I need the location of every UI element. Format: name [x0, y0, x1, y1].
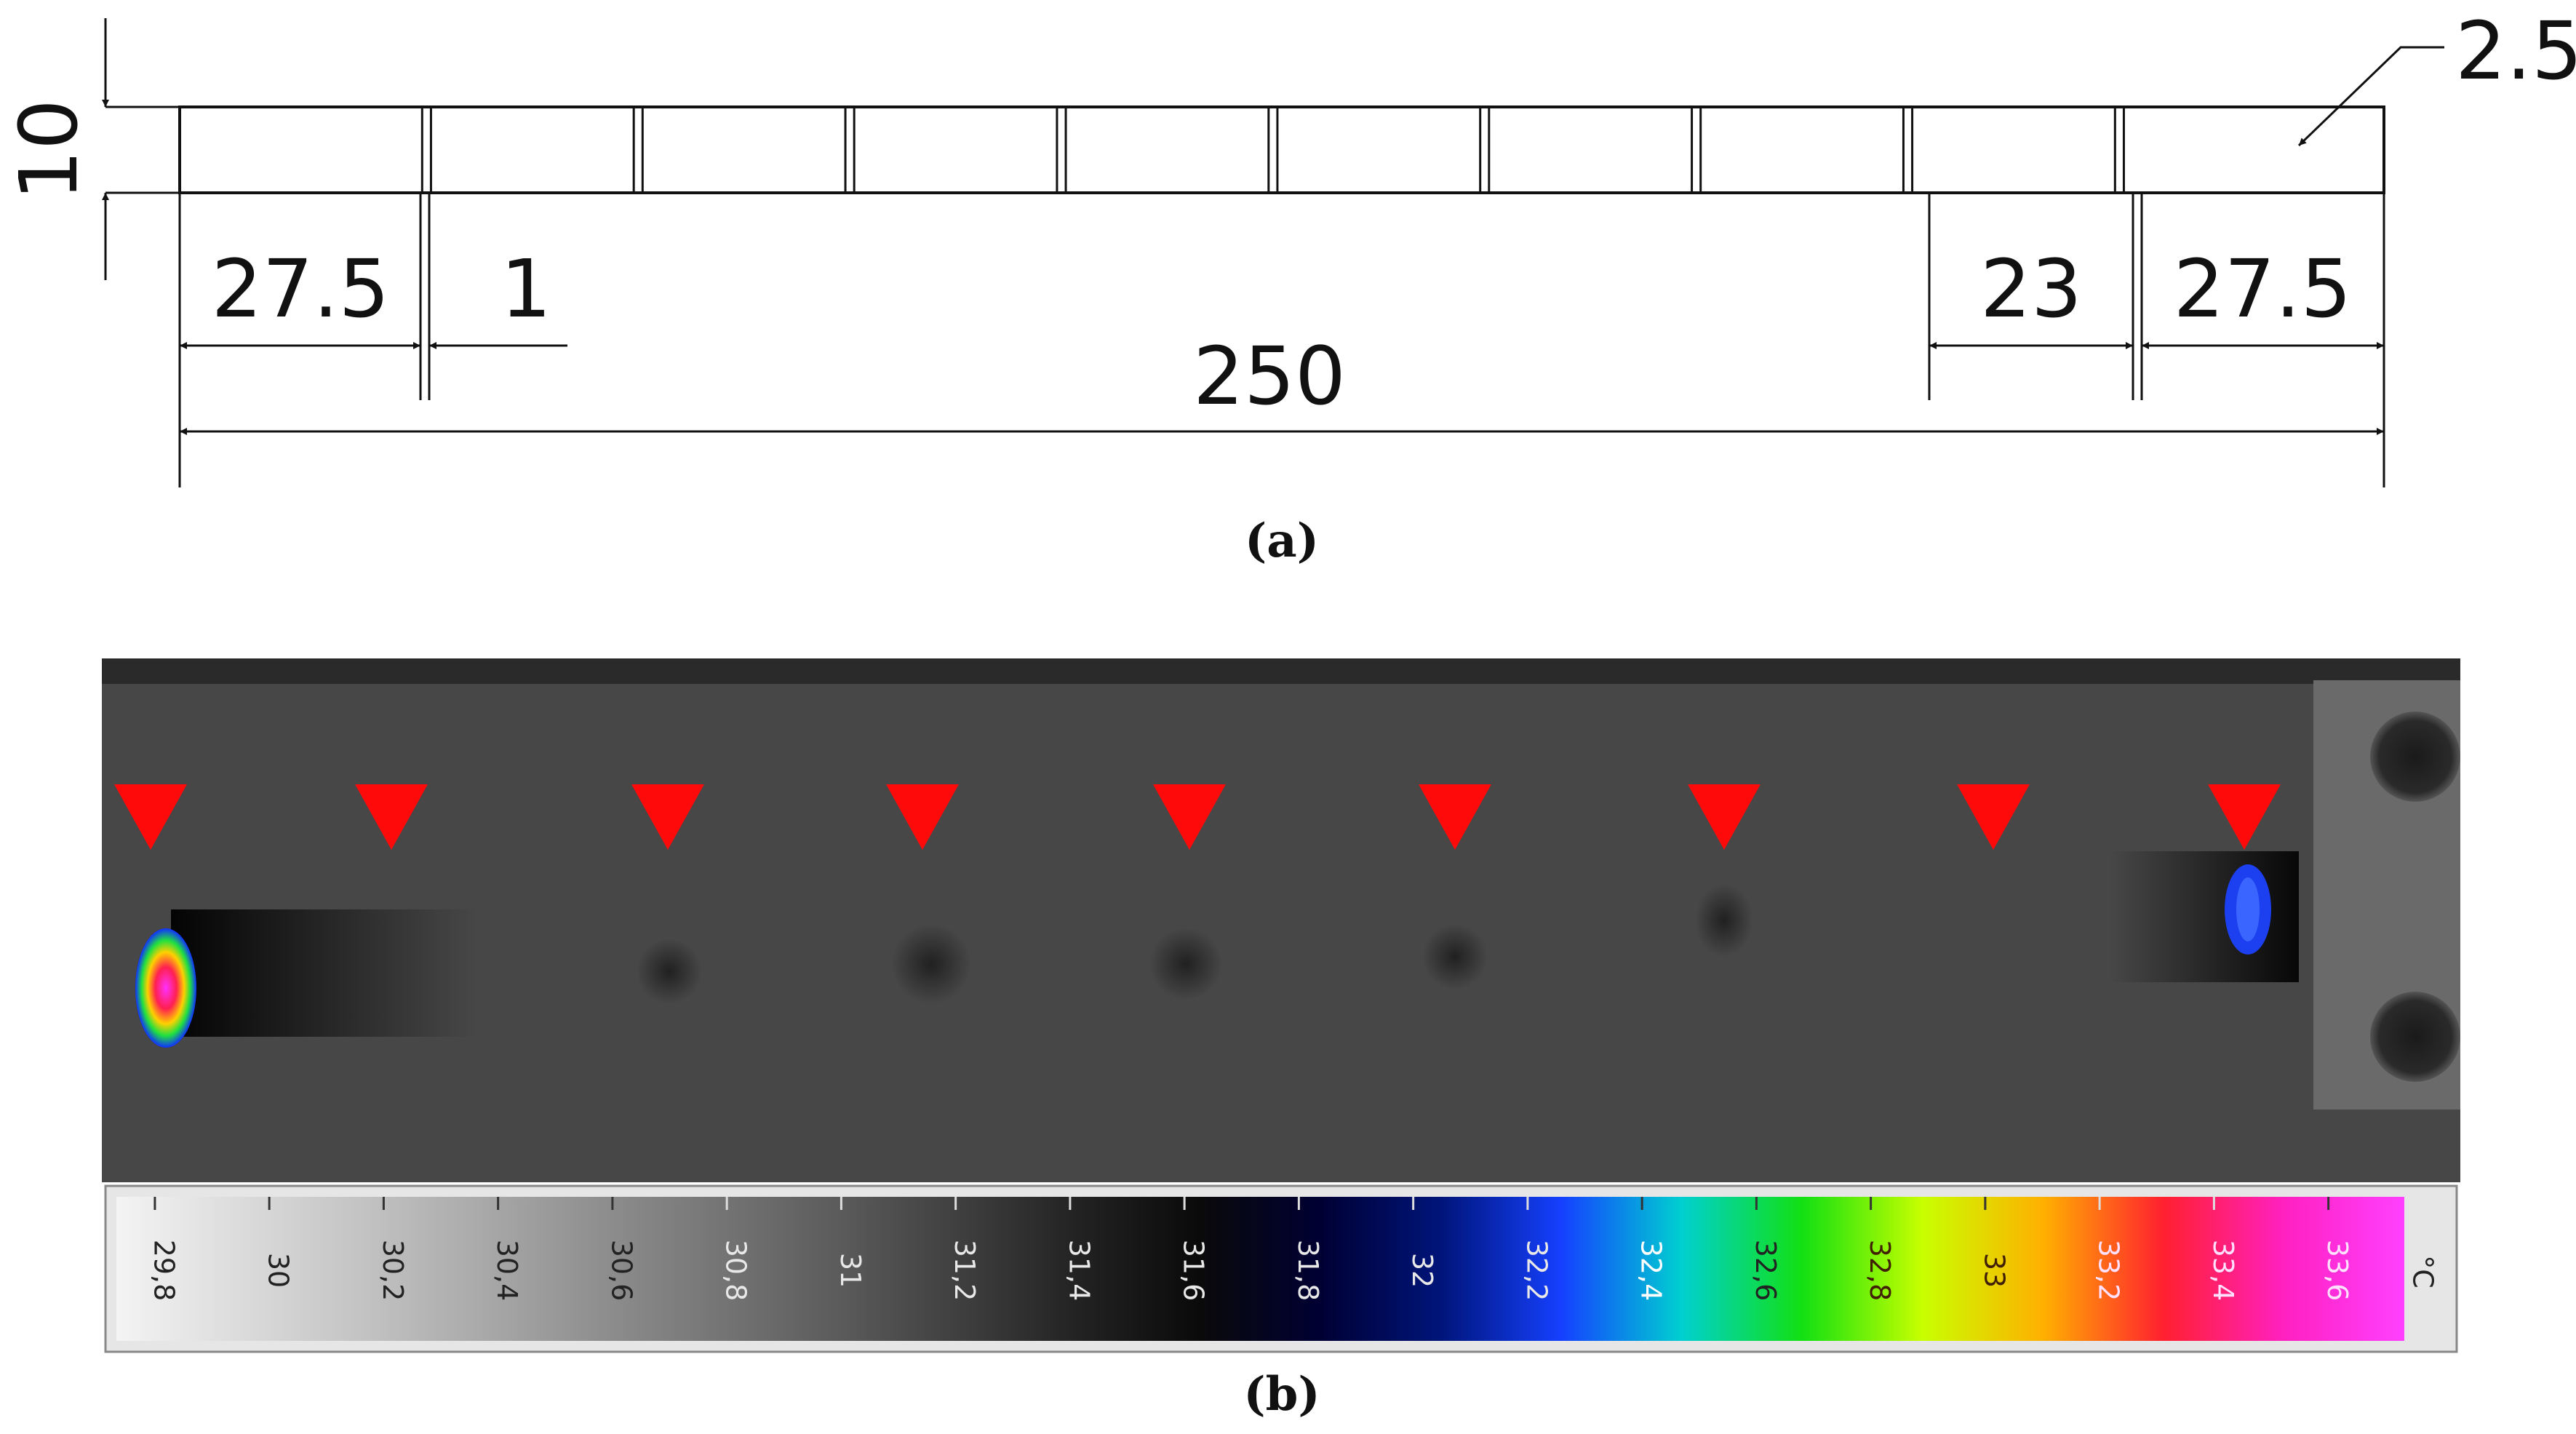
- panel-a-drawing: 10 2.5 27.5 1 23 27.5 250 (a): [2, 4, 2576, 568]
- thickness-label: 2.5: [2455, 4, 2576, 97]
- red-arrow-marker: [1153, 784, 1226, 850]
- red-arrow-marker: [114, 784, 187, 850]
- colorbar: 29,8 30 30,2 30,4 30,6 30,8 31 31,2 31,4 31,6 31,8…: [116, 1197, 2404, 1341]
- cell-dividers: [420, 107, 2125, 193]
- red-arrow-marker: [886, 784, 959, 850]
- red-arrow-marker: [1957, 784, 2030, 850]
- gap-label: 1: [501, 242, 551, 335]
- red-arrow-marker: [355, 784, 428, 850]
- segment-label: 23: [1980, 242, 2082, 335]
- colorbar-tick-label: 30: [263, 1253, 295, 1288]
- caption-a: (a): [1245, 514, 1319, 568]
- colorbar-tick-label: 31: [834, 1253, 866, 1288]
- extension-lines: [178, 193, 2385, 487]
- colorbar-tick-label: 31,4: [1063, 1240, 1095, 1302]
- colorbar-tick-label: 33: [1978, 1253, 2010, 1288]
- colorbar-tick-label: 31,8: [1292, 1240, 1324, 1302]
- caption-b: (b): [1243, 1367, 1320, 1422]
- colorbar-tick-label: 29,8: [148, 1240, 180, 1302]
- left-end-label: 27.5: [212, 242, 390, 335]
- height-dimension: [102, 18, 180, 280]
- red-arrow-marker: [1688, 784, 1760, 850]
- total-length-label: 250: [1193, 330, 1346, 423]
- colorbar-tick-label: 30,2: [377, 1240, 409, 1302]
- panel-b-thermogram: 29,8 30 30,2 30,4 30,6 30,8 31 31,2 31,4 31,6 31,8…: [102, 658, 2460, 1422]
- colorbar-tick-label: 32,8: [1864, 1240, 1896, 1302]
- dimension-lines: [180, 342, 2384, 435]
- colorbar-tick-label: 30,6: [605, 1240, 637, 1302]
- clamp-hole-bottom: [2370, 992, 2460, 1082]
- left-hot-spot: [135, 928, 196, 1048]
- red-arrow-marker: [1419, 784, 1491, 850]
- colorbar-tick-label: 33,6: [2321, 1240, 2353, 1302]
- thickness-leader: [2297, 46, 2444, 147]
- colorbar-tick-label: 31,6: [1178, 1240, 1210, 1302]
- colorbar-gradient: [116, 1197, 2404, 1341]
- colorbar-tick-label: 33,2: [2093, 1240, 2125, 1302]
- colorbar-tick-label: 32,4: [1635, 1240, 1667, 1302]
- colorbar-tick-label: 30,4: [491, 1240, 523, 1302]
- thermogram-image: [102, 658, 2460, 1182]
- colorbar-tick-label: 32,6: [1750, 1240, 1782, 1302]
- colorbar-tick-label: 30,8: [720, 1240, 752, 1302]
- red-arrow-marker: [2208, 784, 2281, 850]
- colorbar-tick-label: 31,2: [949, 1240, 981, 1302]
- colorbar-unit: °C: [2407, 1255, 2439, 1288]
- thermal-spots: [637, 884, 1753, 1004]
- left-hot-tail: [171, 909, 476, 1037]
- red-arrow-marker: [631, 784, 704, 850]
- colorbar-tick-label: 32,2: [1520, 1240, 1552, 1302]
- specimen-outline: [178, 105, 2385, 194]
- clamp-hole-top: [2370, 712, 2460, 802]
- dark-top-band: [102, 658, 2460, 684]
- right-end-label: 27.5: [2174, 242, 2352, 335]
- height-label: 10: [2, 99, 95, 201]
- colorbar-tick-label: 32: [1406, 1253, 1438, 1288]
- colorbar-tick-label: 33,4: [2207, 1240, 2239, 1302]
- red-arrows: [114, 784, 2281, 850]
